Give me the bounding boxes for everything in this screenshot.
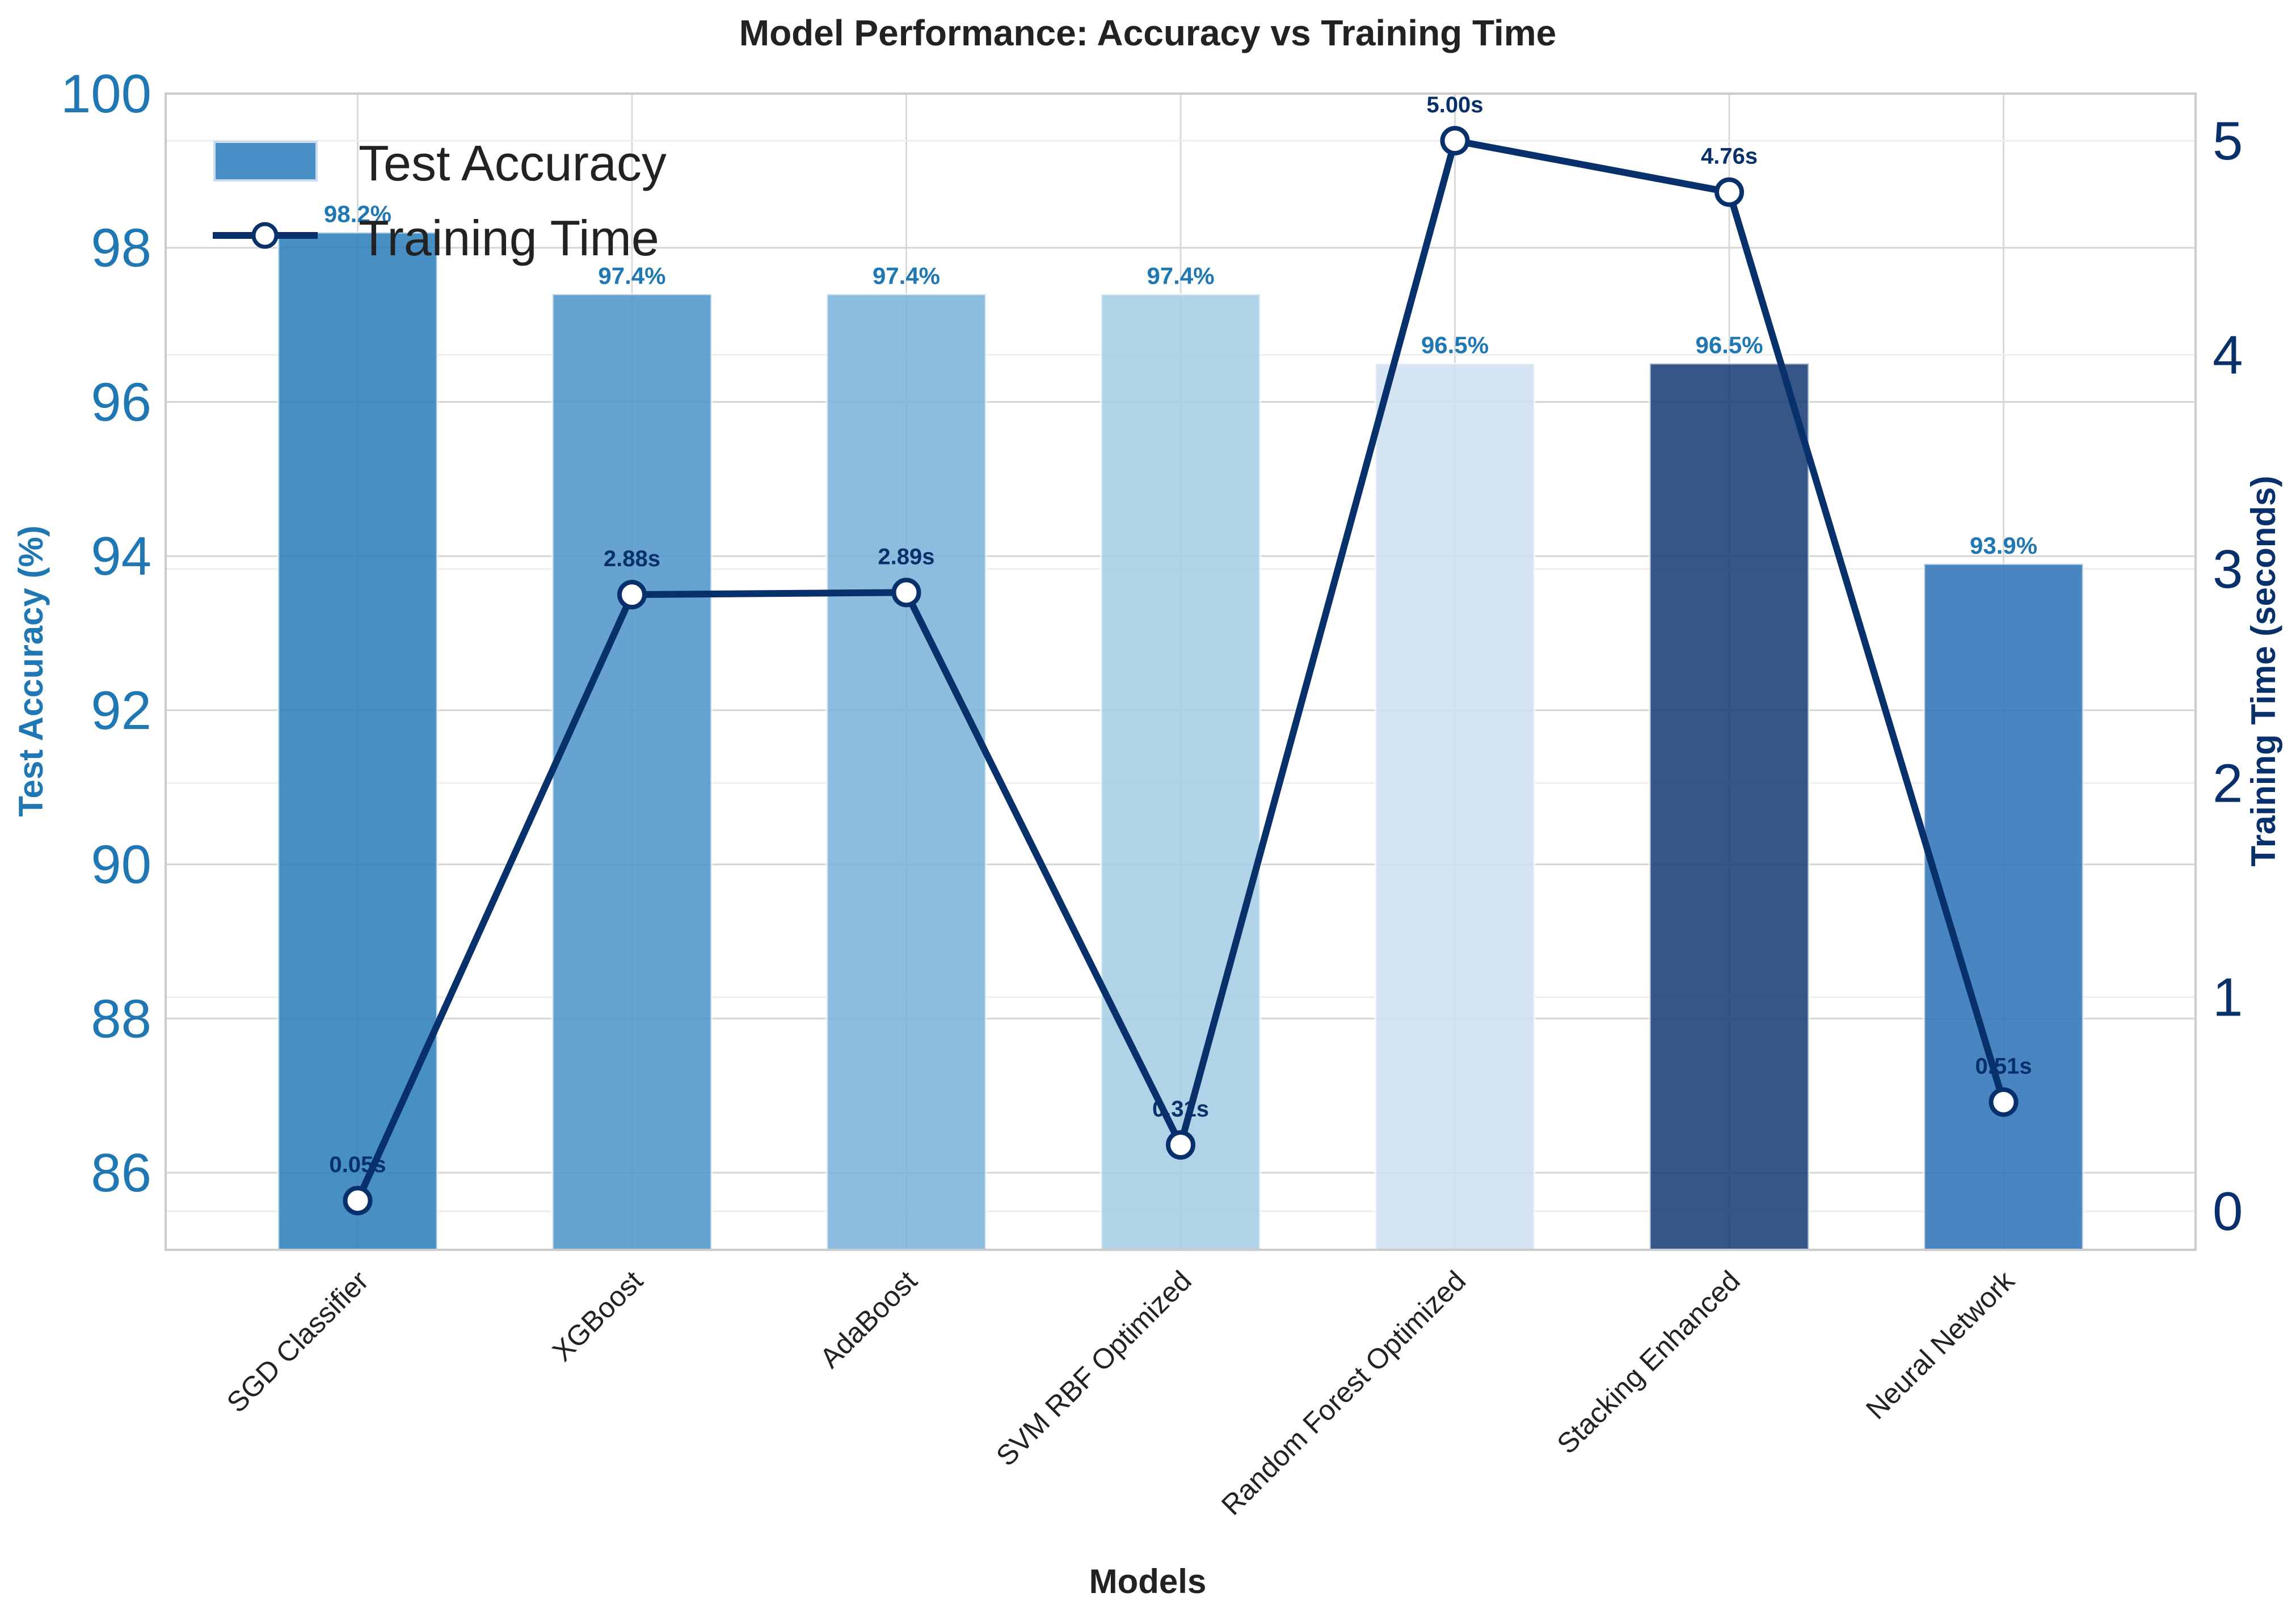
- legend-label-accuracy: Test Accuracy: [359, 135, 667, 191]
- legend-swatch-accuracy: [213, 141, 318, 182]
- training-time-marker: [1714, 177, 1745, 207]
- accuracy-value-label: 93.9%: [1970, 532, 2037, 559]
- accuracy-bar: [1099, 293, 1262, 1252]
- accuracy-value-label: 98.2%: [324, 201, 391, 227]
- training-time-marker: [617, 580, 647, 610]
- data-labels: 98.2% 97.4% 97.4% 97.4% 96.5% 96.5% 93.9% 0.05s…: [324, 92, 2037, 1177]
- y-tick-label: 90: [91, 835, 151, 895]
- accuracy-value-label: 97.4%: [1147, 262, 1214, 289]
- x-axis-title: Models: [1089, 1562, 1207, 1600]
- y2-tick-label: 5: [2213, 111, 2243, 171]
- accuracy-bar: [825, 293, 987, 1252]
- accuracy-value-label: 97.4%: [873, 262, 940, 289]
- training-time-value-label: 5.00s: [1426, 92, 1483, 117]
- training-time-value-label: 0.51s: [1975, 1054, 2032, 1079]
- training-time-marker: [343, 1186, 373, 1216]
- training-time-marker: [1166, 1130, 1195, 1160]
- y-tick-label: 92: [91, 680, 151, 741]
- accuracy-bar: [551, 293, 713, 1252]
- accuracy-bars: [277, 231, 2084, 1252]
- y2-tick-label: 0: [2213, 1181, 2243, 1242]
- training-time-marker: [1989, 1087, 2019, 1117]
- y2-axis-title: Training Time (seconds): [2244, 475, 2282, 866]
- plot-frame: [165, 92, 2197, 1251]
- accuracy-value-label: 96.5%: [1695, 332, 1763, 359]
- training-time-marker: [1440, 126, 1470, 156]
- y-tick-label: 100: [61, 64, 151, 124]
- y-tick-label: 88: [91, 988, 151, 1049]
- training-time-value-label: 2.89s: [878, 544, 934, 569]
- y2-tick-label: 4: [2213, 325, 2243, 385]
- accuracy-bar: [1374, 362, 1536, 1251]
- training-time-value-label: 4.76s: [1701, 144, 1758, 169]
- accuracy-bar: [1923, 562, 2084, 1252]
- training-time-value-label: 2.88s: [604, 546, 660, 571]
- accuracy-bar: [277, 231, 439, 1251]
- y-tick-label: 94: [91, 526, 151, 587]
- accuracy-value-label: 96.5%: [1421, 332, 1489, 359]
- accuracy-value-label: 97.4%: [598, 262, 665, 289]
- legend: Test Accuracy Training Time: [213, 135, 667, 266]
- y2-tick-label: 3: [2213, 539, 2243, 600]
- accuracy-bar: [1648, 362, 1810, 1251]
- training-time-marker: [891, 578, 921, 608]
- training-time-value-label: 0.05s: [329, 1152, 386, 1177]
- y-tick-label: 96: [91, 372, 151, 432]
- y2-tick-label: 1: [2213, 967, 2243, 1028]
- legend-label-training-time: Training Time: [359, 210, 659, 266]
- training-time-value-label: 0.31s: [1152, 1097, 1209, 1122]
- chart-title: Model Performance: Accuracy vs Training …: [739, 12, 1557, 53]
- y-tick-label: 86: [91, 1143, 151, 1203]
- legend-marker-training-time: [251, 222, 279, 249]
- y-axis-title: Test Accuracy (%): [12, 525, 50, 817]
- y2-tick-label: 2: [2213, 753, 2243, 814]
- training-time-line: [343, 126, 2019, 1216]
- y-tick-label: 98: [91, 218, 151, 279]
